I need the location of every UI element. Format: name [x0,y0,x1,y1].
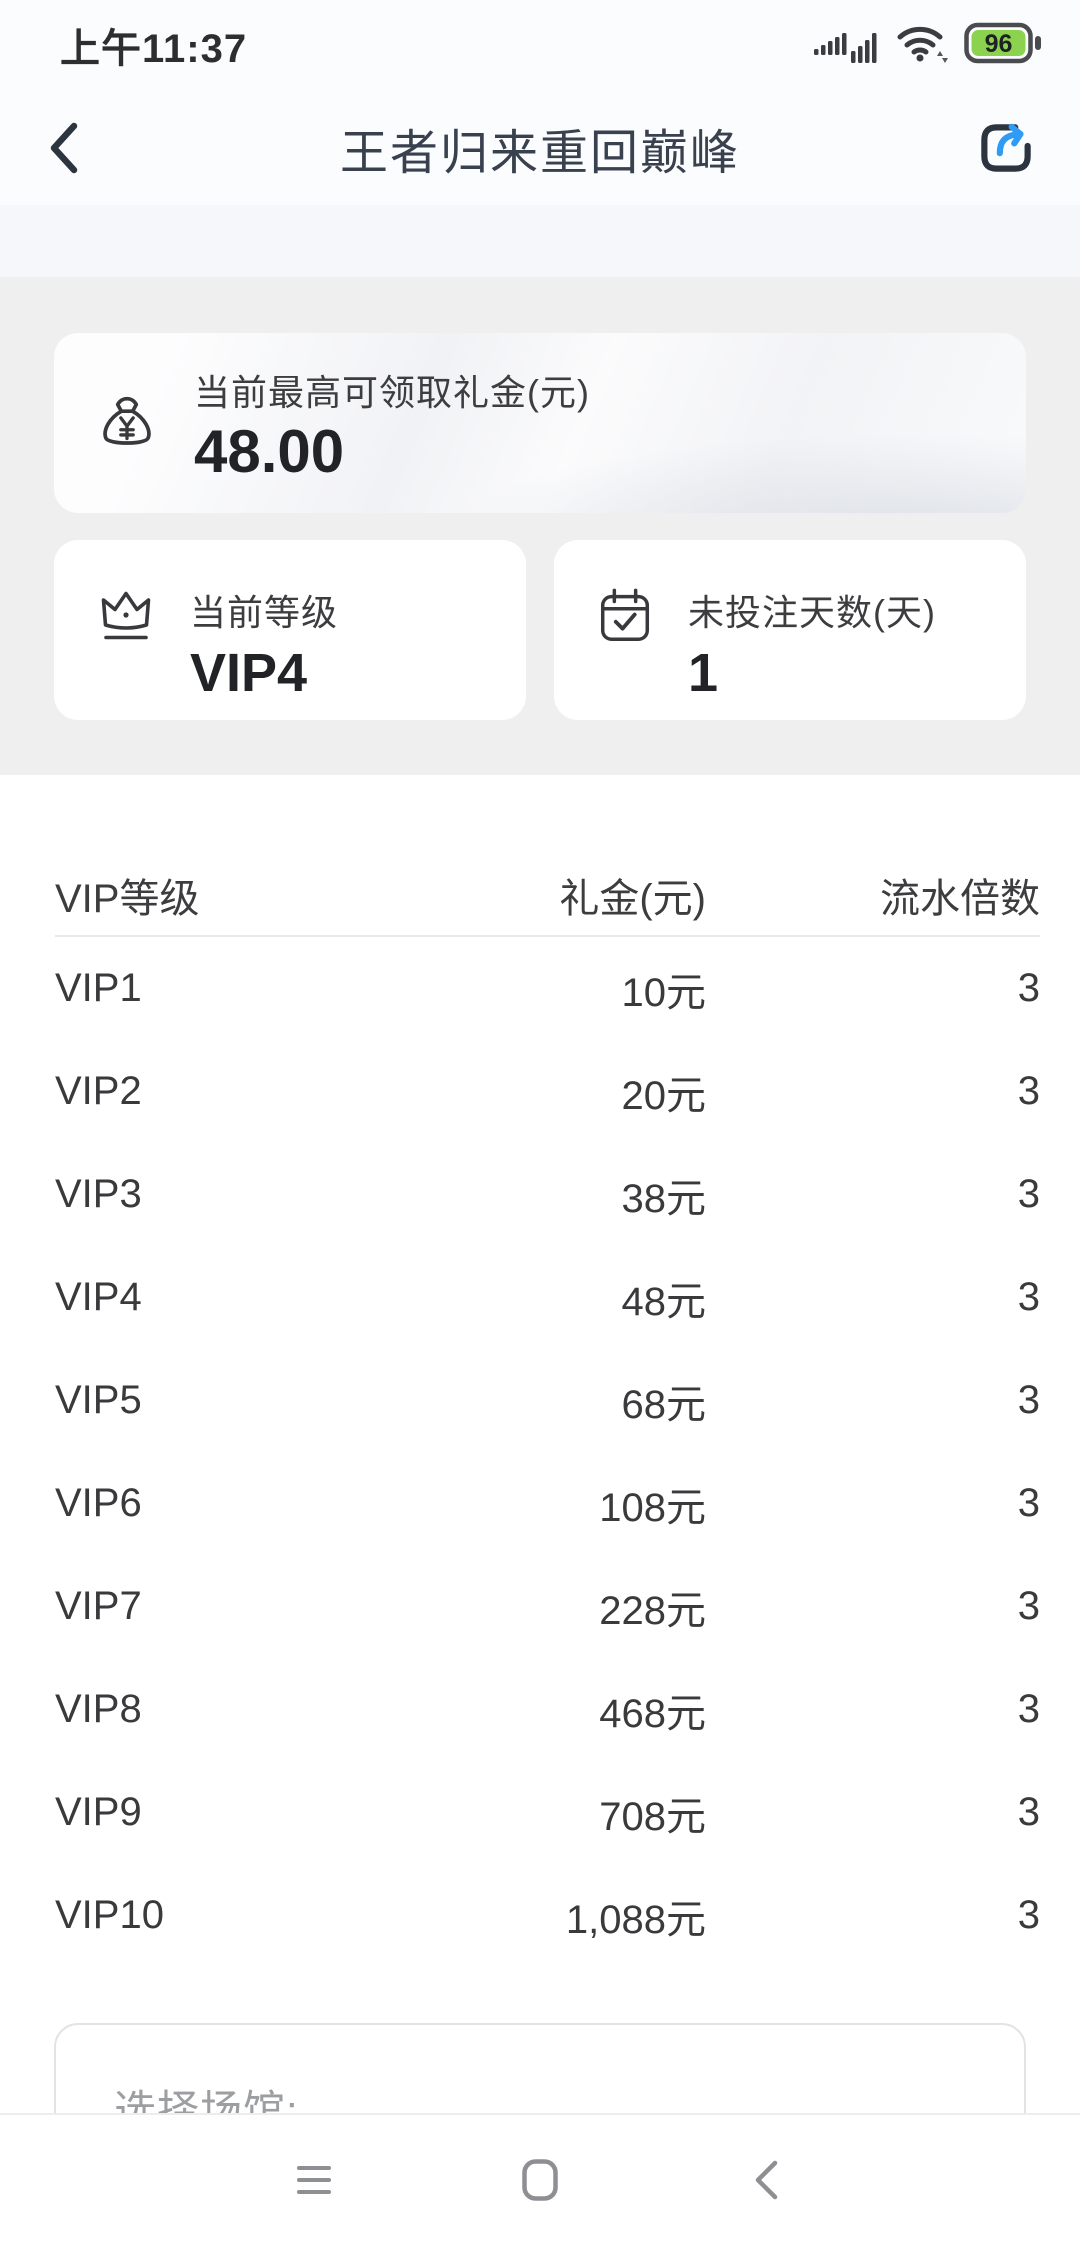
no-bet-days-card: 未投注天数(天) 1 [554,540,1026,720]
row-level: VIP5 [55,1378,142,1422]
row-multiplier: 3 [1017,1687,1040,1731]
table-row: VIP7 228元 3 [55,1555,1040,1658]
no-bet-days-value: 1 [688,643,719,703]
row-level: VIP1 [55,966,142,1010]
row-level: VIP10 [55,1893,164,1937]
table-row: VIP2 20元 3 [55,1040,1040,1143]
calendar-check-icon [594,584,656,653]
signal-bars-icon [814,23,880,68]
system-nav-bar [0,2113,1080,2244]
nav-back-button[interactable] [736,2150,796,2210]
crown-icon [94,584,158,653]
summary-section: 当前最高可领取礼金(元) 48.00 当前等级 VIP4 [0,277,1080,775]
table-row: VIP5 68元 3 [55,1349,1040,1452]
row-level: VIP8 [55,1687,142,1731]
row-multiplier: 3 [1017,1378,1040,1422]
row-gift: 38元 [621,1176,707,1221]
table-row: VIP1 10元 3 [55,937,1040,1040]
header-level: VIP等级 [55,877,200,921]
table-row: VIP3 38元 3 [55,1143,1040,1246]
row-multiplier: 3 [1017,1172,1040,1216]
row-level: VIP2 [55,1069,142,1113]
home-icon [522,2158,558,2201]
row-level: VIP7 [55,1584,142,1628]
table-row: VIP8 468元 3 [55,1658,1040,1761]
table-row: VIP10 1,088元 3 [55,1864,1040,1967]
vip-table: VIP等级 礼金(元) 流水倍数 VIP1 10元 3 VIP2 20元 3 V… [0,775,1080,1967]
table-row: VIP9 708元 3 [55,1761,1040,1864]
row-level: VIP4 [55,1275,142,1319]
row-gift: 68元 [621,1382,707,1427]
row-level: VIP9 [55,1790,142,1834]
wifi-icon [896,22,948,69]
row-gift: 108元 [599,1485,706,1530]
no-bet-days-label: 未投注天数(天) [688,592,936,633]
status-icons: 96 [814,22,1042,69]
max-gift-value: 48.00 [194,418,345,485]
share-button[interactable] [972,114,1040,182]
row-multiplier: 3 [1017,1790,1040,1834]
max-gift-label: 当前最高可领取礼金(元) [194,372,590,413]
table-header-divider [55,935,1040,937]
nav-home-button[interactable] [510,2150,570,2210]
row-gift: 468元 [599,1691,706,1736]
header-divider-band [0,205,1080,277]
clock: 上午11:37 [60,27,248,71]
max-gift-card: 当前最高可领取礼金(元) 48.00 [54,333,1026,513]
row-multiplier: 3 [1017,966,1040,1010]
row-gift: 228元 [599,1588,706,1633]
money-bag-icon [94,388,160,459]
recents-icon [297,2165,331,2194]
header-multiplier: 流水倍数 [880,877,1040,921]
battery-icon: 96 [964,22,1042,69]
svg-text:96: 96 [985,30,1013,58]
row-multiplier: 3 [1017,1275,1040,1319]
row-level: VIP3 [55,1172,142,1216]
row-gift: 708元 [599,1794,706,1839]
page-title: 王者归来重回巅峰 [339,126,740,180]
row-multiplier: 3 [1017,1893,1040,1937]
nav-recents-button[interactable] [284,2150,344,2210]
back-button[interactable] [44,120,84,176]
row-gift: 1,088元 [565,1897,706,1942]
row-level: VIP6 [55,1481,142,1525]
row-gift: 20元 [621,1073,707,1118]
row-multiplier: 3 [1017,1584,1040,1628]
header-gift: 礼金(元) [559,877,706,921]
current-level-value: VIP4 [190,643,308,703]
row-multiplier: 3 [1017,1481,1040,1525]
row-gift: 48元 [621,1279,707,1324]
row-multiplier: 3 [1017,1069,1040,1113]
table-row: VIP6 108元 3 [55,1452,1040,1555]
back-icon [755,2160,778,2199]
current-level-label: 当前等级 [190,592,339,633]
status-bar: 上午11:37 [0,0,1080,90]
row-gift: 10元 [621,970,707,1015]
table-header-row: VIP等级 礼金(元) 流水倍数 [55,855,1040,935]
back-chevron-icon [50,122,78,173]
share-arrow-icon [981,123,1031,172]
table-row: VIP4 48元 3 [55,1246,1040,1349]
current-level-card: 当前等级 VIP4 [54,540,526,720]
app-bar: 王者归来重回巅峰 [0,90,1080,205]
